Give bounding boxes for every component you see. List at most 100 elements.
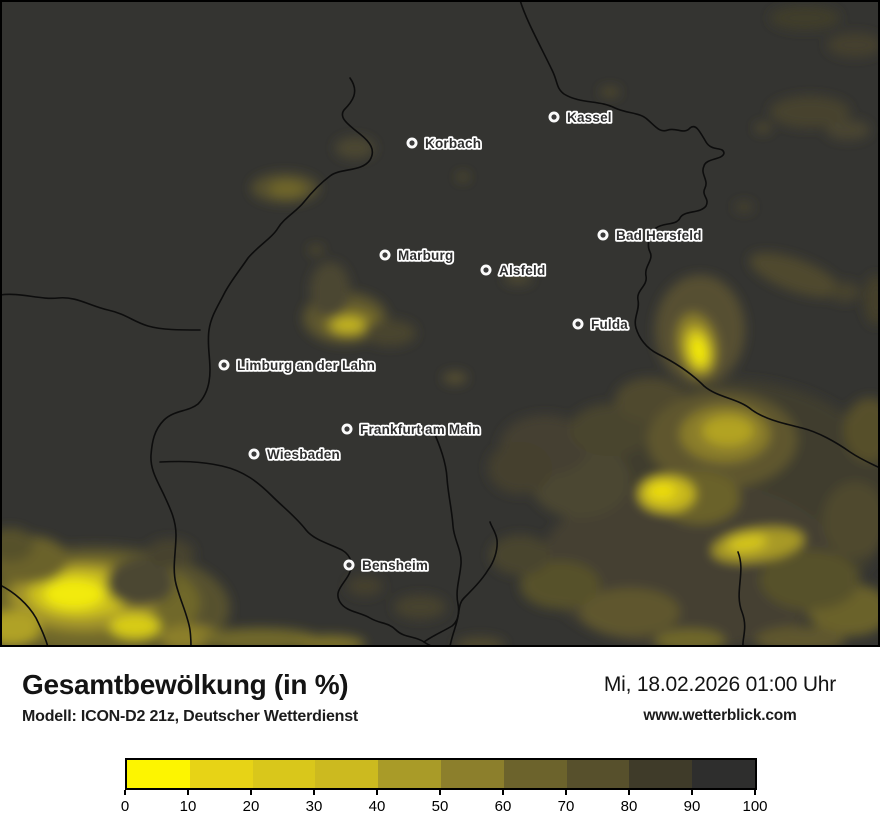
cloud-blob [504,271,532,285]
legend-tick-label: 90 [683,798,701,815]
cloud-blob [648,482,676,500]
map-title: Gesamtbewölkung (in %) [22,669,349,700]
legend-tick-label: 40 [368,798,386,815]
legend-tick [124,790,126,795]
legend-tick [691,790,693,795]
legend-tick-label: 70 [557,798,575,815]
cloud-blob [770,6,840,30]
legend-tick [565,790,567,795]
state-border-line [150,77,374,647]
cloud-blob [309,246,323,254]
city-marker-dot [344,426,350,432]
timestamp-block: Mi, 18.02.2026 01:00 Uhr www.wetterblick… [560,673,880,725]
cloud-blob [443,372,467,384]
city-marker-group: Frankfurt am Main [341,420,482,439]
legend-color-segment [692,760,755,788]
city-label: Alsfeld [499,263,545,278]
city-marker-dot [551,114,557,120]
city-marker-dot [382,252,388,258]
legend-tick [439,790,441,795]
cloud-blob [749,252,841,298]
city-markers-layer: Kassel Korbach Bad Hersfeld Marburg Alsfeld F… [218,108,703,575]
cloud-blob [826,120,870,140]
cloud-cover-map: Kassel Korbach Bad Hersfeld Marburg Alsfeld F… [0,0,880,647]
legend-tick-label: 30 [305,798,323,815]
city-label: Korbach [425,136,481,151]
website-label: www.wetterblick.com [643,707,797,724]
state-border-line [423,521,498,643]
city-label: Wiesbaden [267,447,340,462]
legend-color-segment [189,760,253,788]
legend-color-segment [378,760,441,788]
legend-tick-label: 100 [742,798,768,815]
city-marker-dot [221,362,227,368]
city-marker-group: Limburg an der Lahn [218,356,377,375]
legend-tick [628,790,630,795]
city-label: Frankfurt am Main [360,422,480,437]
state-border-line [0,293,201,331]
color-scale-legend: 0 10 20 30 40 50 60 70 80 90 100 [121,758,768,828]
state-border-line [432,429,462,647]
cloud-blob [488,442,552,494]
cloud-blob [600,87,620,97]
cloud-blob [490,535,550,575]
cloud-blob [755,626,845,647]
city-marker-group: Marburg [379,246,455,265]
legend-tick [376,790,378,795]
city-marker-group: Kassel [548,108,613,127]
city-marker-dot [575,321,581,327]
cloud-blob [394,595,446,619]
cloud-blob [347,576,383,596]
legend-color-segment [440,760,504,788]
city-marker-dot [483,267,489,273]
cloud-blob [44,579,104,609]
legend-tick-label: 50 [431,798,449,815]
city-marker-dot [251,451,257,457]
city-marker-dot [409,140,415,146]
color-scale-bar [125,758,757,790]
model-info: Modell: ICON-D2 21z, Deutscher Wetterdie… [22,708,359,726]
map-frame [0,0,880,647]
cloud-blob [864,275,880,325]
state-border-line [519,0,880,469]
state-border-line [0,584,49,647]
cloud-blob [0,528,34,562]
city-label: Bensheim [362,558,428,573]
cloud-blob [760,550,860,610]
cloud-blob [457,173,469,181]
cloud-blob [691,337,707,365]
cloud-blob [331,317,365,333]
cloud-blob [310,262,350,318]
legend-tick-label: 0 [120,798,130,815]
legend-tick [502,790,504,795]
city-label: Kassel [567,110,612,125]
legend-tick [313,790,315,795]
city-marker-group: Wiesbaden [248,445,342,464]
city-marker-dot [346,562,352,568]
cloud-blob [110,614,160,638]
cloud-blob [655,629,725,647]
cloud-blob [335,137,375,159]
cloud-blob [0,611,40,645]
valid-datetime: Mi, 18.02.2026 01:00 Uhr [603,673,837,696]
state-border-line [159,460,437,647]
legend-tick-label: 20 [242,798,260,815]
legend-color-segment [629,760,693,788]
legend-tick [754,790,756,795]
cloud-blob [727,534,767,552]
legend-color-segment [127,760,190,788]
cloud-blob [755,123,771,133]
state-border-line [737,551,746,647]
cloud-blob [455,637,505,647]
cloud-blobs-layer [0,6,880,647]
legend-color-segment [315,760,379,788]
map-footer: Gesamtbewölkung (in %) Modell: ICON-D2 2… [0,647,880,830]
cloud-blob [146,539,194,567]
legend-color-segment [566,760,630,788]
cloud-blob [520,561,600,609]
cloud-blob [364,320,416,346]
cloud-blob [735,202,753,212]
map-canvas: Kassel Korbach Bad Hersfeld Marburg Alsfeld F… [0,0,880,647]
city-label: Limburg an der Lahn [237,358,375,373]
